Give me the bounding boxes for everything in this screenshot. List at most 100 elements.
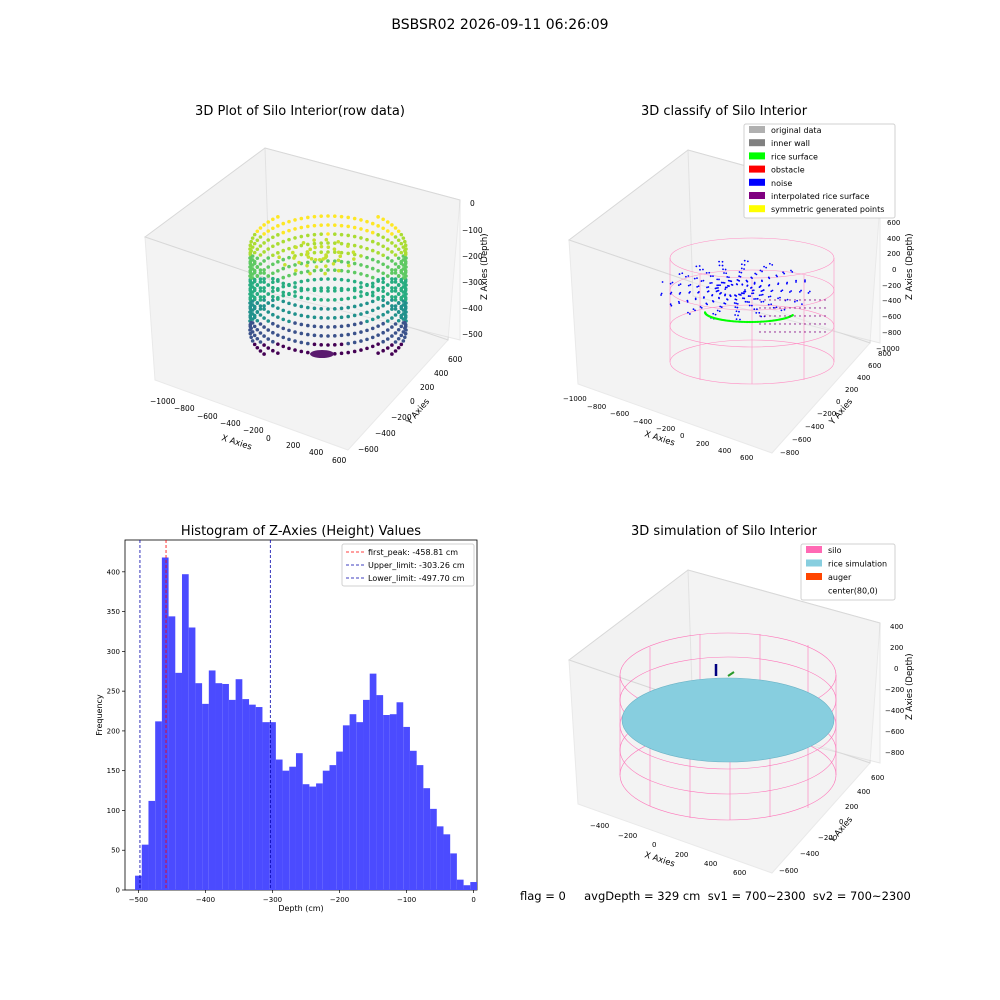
scatter-point xyxy=(255,292,260,297)
scatter-point xyxy=(287,346,291,351)
scatter-point xyxy=(258,307,263,311)
scatter-point xyxy=(704,311,707,315)
scatter-point xyxy=(785,282,788,285)
legend-label: original data xyxy=(771,126,822,135)
scatter-point xyxy=(739,275,742,278)
scatter-point xyxy=(390,295,394,299)
scatter-point xyxy=(696,285,699,288)
x-tick-label: −100 xyxy=(397,896,416,904)
scatter-point xyxy=(281,266,286,271)
scatter-point xyxy=(740,320,743,323)
scatter-point xyxy=(789,314,793,318)
scatter-point xyxy=(299,295,304,300)
scatter-point xyxy=(332,247,337,251)
scatter-point xyxy=(248,331,253,336)
scatter-point xyxy=(332,343,337,347)
scatter-point xyxy=(794,315,796,317)
scatter-point xyxy=(724,293,727,296)
scatter-point xyxy=(779,296,781,299)
scatter-point xyxy=(765,266,768,269)
scatter-point xyxy=(326,214,330,218)
scatter-point xyxy=(789,315,792,318)
scatter-point xyxy=(404,265,408,269)
scatter-point xyxy=(767,303,770,306)
scatter-point xyxy=(248,250,253,255)
scatter-point xyxy=(718,264,721,267)
legend-label: rice surface xyxy=(771,152,818,161)
scatter-point xyxy=(370,335,375,340)
scatter-point xyxy=(393,244,398,248)
scatter-point xyxy=(705,302,708,305)
scatter-point xyxy=(252,286,257,291)
scatter-point xyxy=(399,342,404,347)
scatter-point xyxy=(760,279,763,282)
scatter-point xyxy=(306,350,310,355)
scatter-point xyxy=(283,262,287,267)
scatter-point xyxy=(248,265,252,269)
scatter-point xyxy=(376,296,380,300)
status-footer: flag = 0 avgDepth = 329 cm sv1 = 700~230… xyxy=(520,889,911,903)
scatter-point xyxy=(784,323,786,325)
legend-label: noise xyxy=(771,179,792,188)
scatter-point xyxy=(287,264,291,269)
scatter-point xyxy=(704,313,708,316)
scatter-point xyxy=(734,306,737,309)
scatter-point xyxy=(319,250,324,254)
histogram-bar xyxy=(443,834,451,890)
scatter-point xyxy=(370,308,375,313)
scatter-point xyxy=(381,262,385,267)
scatter-point xyxy=(262,316,266,320)
scatter-point xyxy=(723,302,726,305)
scatter-point xyxy=(376,279,380,283)
scatter-point xyxy=(404,319,408,323)
scatter-point xyxy=(719,292,722,295)
scatter-point xyxy=(799,315,801,317)
scatter-point xyxy=(326,250,330,254)
scatter-point xyxy=(262,223,266,227)
histogram-bar xyxy=(175,672,182,890)
scatter-point xyxy=(252,279,257,284)
scatter-point xyxy=(339,286,344,291)
scatter-point xyxy=(287,301,291,306)
scatter-point xyxy=(819,323,821,325)
scatter-point xyxy=(740,271,743,274)
histogram-bar xyxy=(188,627,196,890)
scatter-point xyxy=(252,304,257,309)
histogram-bar xyxy=(148,800,156,890)
scatter-point xyxy=(381,280,385,285)
scatter-point xyxy=(727,279,730,282)
scatter-point xyxy=(403,254,407,259)
scatter-point xyxy=(370,257,375,262)
scatter-point xyxy=(381,289,385,294)
scatter-point xyxy=(319,259,324,263)
scatter-point xyxy=(339,259,344,264)
scatter-point xyxy=(661,281,664,283)
scatter-point xyxy=(326,289,330,293)
scatter-point xyxy=(339,324,344,329)
scatter-point xyxy=(709,275,712,278)
legend-label: auger xyxy=(828,573,852,582)
scatter-point xyxy=(250,299,255,303)
scatter-point xyxy=(733,302,736,304)
histogram-bar xyxy=(403,726,410,890)
scatter-point xyxy=(706,290,709,293)
scatter-point xyxy=(401,308,406,312)
scatter-point xyxy=(293,339,297,343)
scatter-point xyxy=(365,319,369,324)
scatter-point xyxy=(399,277,404,282)
scatter-point xyxy=(305,252,309,257)
scatter-point xyxy=(385,328,390,332)
scatter-point xyxy=(248,243,253,248)
histogram-bar xyxy=(222,683,229,890)
scatter-point xyxy=(381,330,385,335)
scatter-point xyxy=(281,335,286,340)
scatter-point xyxy=(390,280,394,284)
histogram-bar xyxy=(436,826,444,890)
scatter-point xyxy=(708,271,711,274)
scatter-point xyxy=(281,221,286,226)
scatter-point xyxy=(326,245,331,249)
scatter-point xyxy=(385,301,390,305)
scatter-point xyxy=(276,215,280,219)
